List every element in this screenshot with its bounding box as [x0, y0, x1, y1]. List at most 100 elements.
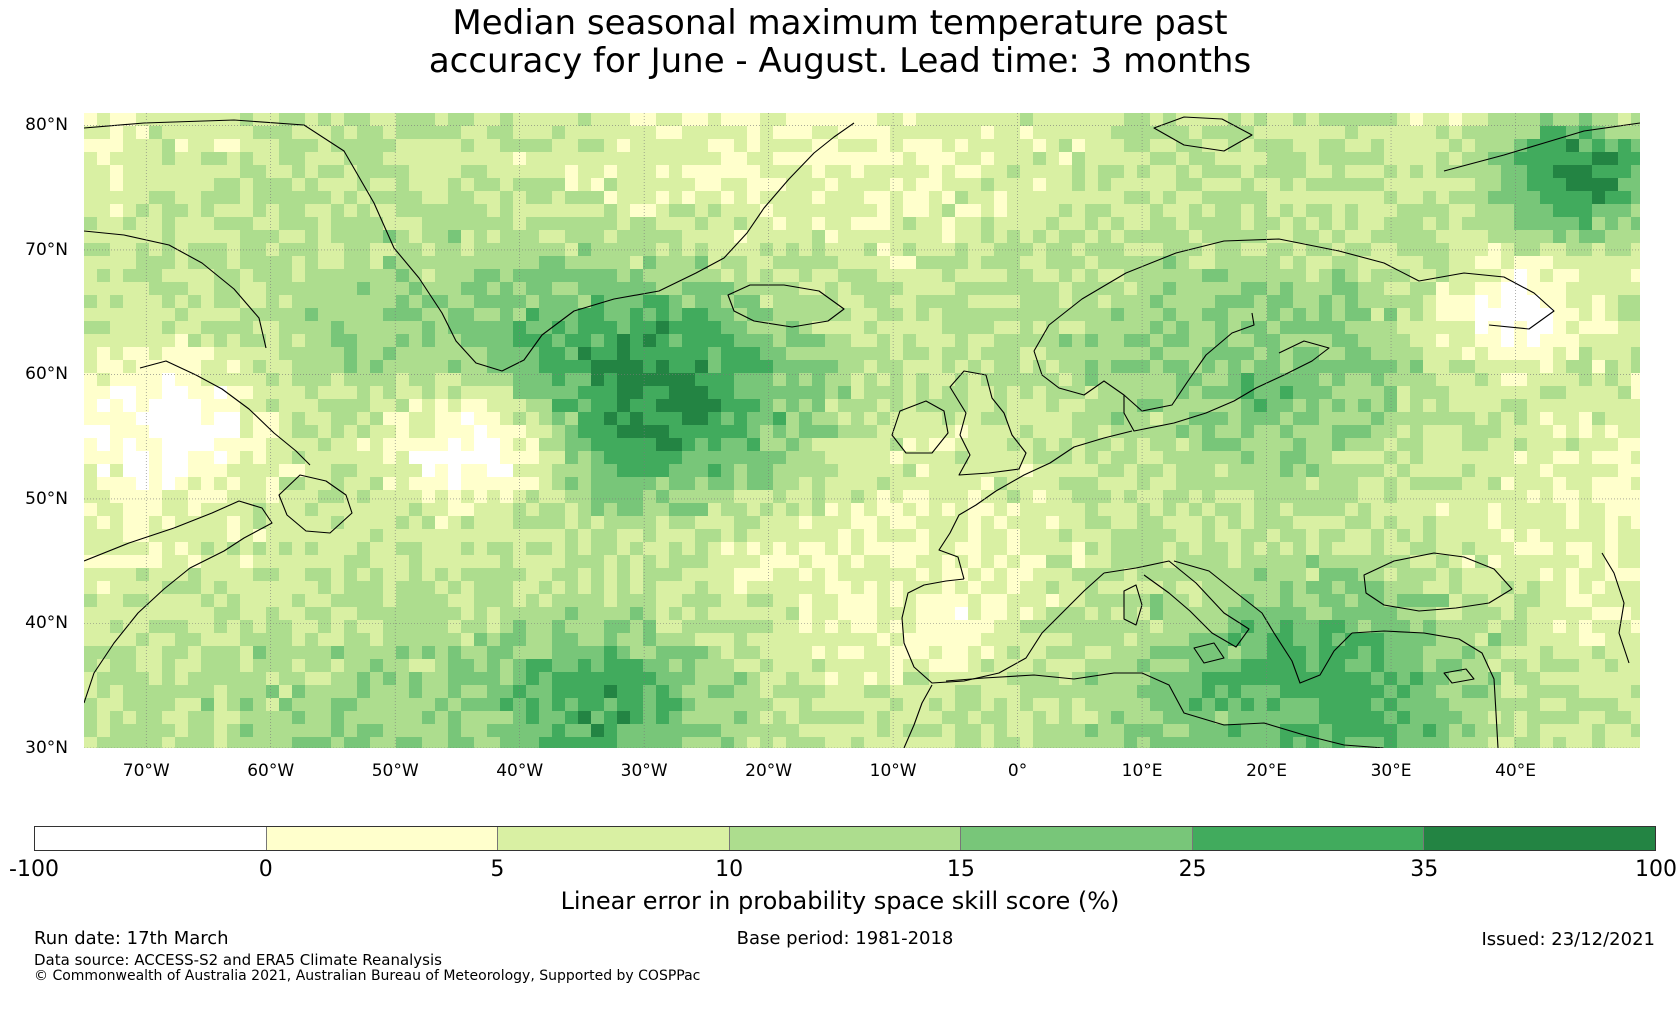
- skill-cell: [1098, 542, 1112, 556]
- skill-cell: [903, 256, 917, 270]
- skill-cell: [1319, 438, 1333, 452]
- skill-cell: [1631, 516, 1640, 530]
- skill-cell: [253, 373, 267, 387]
- skill-cell: [1202, 425, 1216, 439]
- skill-cell: [1306, 464, 1320, 478]
- skill-cell: [1423, 386, 1437, 400]
- skill-cell: [1384, 555, 1398, 569]
- skill-cell: [1475, 568, 1489, 582]
- skill-cell: [1098, 594, 1112, 608]
- skill-cell: [1319, 113, 1333, 127]
- skill-cell: [981, 204, 995, 218]
- skill-cell: [500, 464, 514, 478]
- skill-cell: [1527, 633, 1541, 647]
- skill-cell: [1423, 516, 1437, 530]
- skill-cell: [1527, 620, 1541, 634]
- skill-cell: [565, 412, 579, 426]
- skill-cell: [773, 256, 787, 270]
- skill-cell: [1215, 269, 1229, 283]
- skill-cell: [487, 243, 501, 257]
- skill-cell: [617, 412, 631, 426]
- skill-cell: [1553, 529, 1567, 543]
- skill-cell: [552, 620, 566, 634]
- skill-cell: [825, 451, 839, 465]
- skill-cell: [487, 139, 501, 153]
- skill-cell: [136, 191, 150, 205]
- skill-cell: [396, 152, 410, 166]
- skill-cell: [201, 568, 215, 582]
- skill-cell: [669, 399, 683, 413]
- skill-cell: [227, 646, 241, 660]
- skill-cell: [266, 464, 280, 478]
- skill-cell: [448, 269, 462, 283]
- skill-cell: [890, 308, 904, 322]
- skill-cell: [1319, 542, 1333, 556]
- skill-cell: [1137, 581, 1151, 595]
- skill-cell: [890, 191, 904, 205]
- skill-cell: [942, 191, 956, 205]
- skill-cell: [734, 256, 748, 270]
- skill-cell: [1410, 529, 1424, 543]
- skill-cell: [123, 490, 137, 504]
- skill-cell: [1085, 139, 1099, 153]
- skill-cell: [214, 607, 228, 621]
- skill-cell: [279, 412, 293, 426]
- skill-cell: [1488, 347, 1502, 361]
- skill-cell: [1397, 139, 1411, 153]
- skill-cell: [1319, 295, 1333, 309]
- skill-cell: [981, 308, 995, 322]
- skill-cell: [578, 204, 592, 218]
- skill-cell: [1267, 308, 1281, 322]
- skill-cell: [799, 373, 813, 387]
- skill-cell: [331, 243, 345, 257]
- skill-cell: [1163, 230, 1177, 244]
- skill-cell: [305, 620, 319, 634]
- skill-cell: [253, 386, 267, 400]
- skill-cell: [994, 542, 1008, 556]
- skill-cell: [1098, 165, 1112, 179]
- skill-cell: [1501, 282, 1515, 296]
- skill-cell: [1540, 152, 1554, 166]
- skill-cell: [383, 334, 397, 348]
- skill-cell: [435, 165, 449, 179]
- skill-cell: [877, 477, 891, 491]
- skill-cell: [1202, 503, 1216, 517]
- skill-cell: [1163, 191, 1177, 205]
- skill-cell: [1150, 620, 1164, 634]
- skill-cell: [240, 165, 254, 179]
- skill-cell: [435, 347, 449, 361]
- skill-cell: [812, 243, 826, 257]
- skill-cell: [1436, 191, 1450, 205]
- skill-cell: [695, 126, 709, 140]
- skill-cell: [1631, 113, 1640, 127]
- skill-cell: [1501, 126, 1515, 140]
- skill-cell: [500, 412, 514, 426]
- skill-cell: [214, 646, 228, 660]
- skill-cell: [760, 295, 774, 309]
- skill-cell: [721, 516, 735, 530]
- skill-cell: [1514, 412, 1528, 426]
- skill-cell: [786, 269, 800, 283]
- skill-cell: [591, 412, 605, 426]
- skill-cell: [1046, 165, 1060, 179]
- skill-cell: [1293, 126, 1307, 140]
- skill-cell: [994, 139, 1008, 153]
- skill-cell: [513, 633, 527, 647]
- skill-cell: [357, 581, 371, 595]
- skill-cell: [383, 230, 397, 244]
- skill-cell: [214, 451, 228, 465]
- skill-cell: [630, 152, 644, 166]
- skill-cell: [799, 347, 813, 361]
- skill-cell: [227, 425, 241, 439]
- skill-cell: [578, 334, 592, 348]
- skill-cell: [357, 464, 371, 478]
- skill-cell: [643, 594, 657, 608]
- skill-cell: [1137, 568, 1151, 582]
- skill-cell: [812, 464, 826, 478]
- skill-cell: [669, 568, 683, 582]
- skill-cell: [981, 620, 995, 634]
- skill-cell: [409, 282, 423, 296]
- skill-cell: [1371, 256, 1385, 270]
- skill-cell: [1319, 360, 1333, 374]
- skill-cell: [253, 607, 267, 621]
